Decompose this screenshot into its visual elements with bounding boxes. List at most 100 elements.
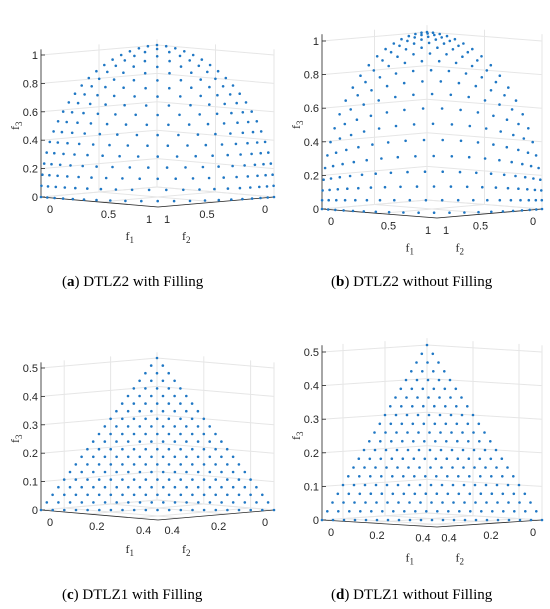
data-point xyxy=(179,65,183,68)
data-point xyxy=(132,508,136,512)
data-point xyxy=(424,475,427,478)
z-tick-label: 0.5 xyxy=(23,363,38,375)
data-point xyxy=(320,207,324,211)
y-axis-label: f2 xyxy=(456,241,465,257)
data-point xyxy=(124,199,127,203)
data-point xyxy=(51,493,54,497)
data-point xyxy=(108,143,111,147)
data-point xyxy=(80,485,83,489)
data-point xyxy=(517,122,520,126)
data-point xyxy=(185,455,188,459)
data-point xyxy=(68,470,72,474)
data-point xyxy=(342,209,345,212)
data-point xyxy=(451,466,454,469)
data-point xyxy=(414,155,417,158)
data-point xyxy=(378,76,382,79)
data-point xyxy=(420,38,423,41)
data-point xyxy=(56,174,59,178)
data-point xyxy=(58,163,62,167)
data-point xyxy=(475,171,478,175)
data-point xyxy=(262,162,265,166)
data-point xyxy=(54,185,58,189)
data-point xyxy=(444,405,447,408)
data-point xyxy=(460,413,464,417)
data-point xyxy=(92,501,95,504)
data-point xyxy=(335,198,338,202)
data-point xyxy=(352,160,356,164)
data-point xyxy=(389,50,393,54)
data-point xyxy=(164,44,168,48)
data-point xyxy=(523,492,527,496)
data-point xyxy=(246,175,250,178)
data-point xyxy=(455,422,459,426)
data-point xyxy=(208,485,212,489)
data-point xyxy=(408,501,411,504)
data-point xyxy=(109,199,112,202)
data-point xyxy=(390,440,393,443)
data-point xyxy=(197,501,200,504)
data-point xyxy=(202,463,206,466)
data-point xyxy=(512,492,516,496)
data-point xyxy=(412,440,415,443)
data-point xyxy=(249,493,252,497)
data-point xyxy=(496,501,499,504)
data-point xyxy=(111,58,114,61)
data-point xyxy=(507,518,511,522)
data-point xyxy=(109,447,112,451)
data-point xyxy=(450,123,454,126)
data-point xyxy=(463,501,466,504)
data-point xyxy=(480,510,483,513)
data-point xyxy=(337,510,340,513)
data-point xyxy=(156,478,159,481)
data-point xyxy=(326,154,329,157)
data-point xyxy=(527,127,530,130)
data-point xyxy=(149,364,153,367)
data-point xyxy=(167,387,171,390)
data-point xyxy=(492,143,495,146)
data-point xyxy=(490,475,493,478)
z-tick-label: 0.8 xyxy=(23,78,38,90)
data-point xyxy=(479,475,482,478)
data-point xyxy=(53,196,56,200)
data-point xyxy=(150,485,153,489)
data-point xyxy=(384,47,387,51)
data-point xyxy=(162,485,165,489)
data-point xyxy=(86,153,89,157)
data-point xyxy=(490,210,493,214)
data-point xyxy=(373,448,377,452)
data-point xyxy=(416,413,420,417)
data-point xyxy=(454,61,458,65)
data-point xyxy=(473,466,476,469)
data-point xyxy=(112,78,116,81)
data-point xyxy=(122,71,125,74)
data-point xyxy=(179,493,183,497)
data-point xyxy=(498,198,502,202)
data-point xyxy=(531,140,534,144)
data-point xyxy=(514,174,517,178)
data-point xyxy=(234,142,238,146)
data-point xyxy=(517,483,521,487)
data-point xyxy=(167,463,171,466)
data-point xyxy=(537,166,540,170)
data-point xyxy=(194,154,197,158)
data-point xyxy=(109,432,112,436)
data-point xyxy=(539,178,542,181)
data-point xyxy=(272,195,276,199)
data-point xyxy=(173,379,176,383)
data-point xyxy=(436,46,439,49)
data-point xyxy=(229,132,232,135)
data-point xyxy=(351,209,355,213)
data-point xyxy=(345,148,348,152)
data-point xyxy=(453,37,457,41)
data-point xyxy=(266,196,270,199)
data-point xyxy=(343,122,347,126)
y-tick-label: 0.2 xyxy=(211,521,226,533)
grid-lines xyxy=(40,39,275,208)
data-point xyxy=(399,387,403,391)
data-point xyxy=(231,501,235,504)
data-point xyxy=(527,198,531,202)
data-point xyxy=(461,431,464,434)
data-point xyxy=(188,59,191,62)
data-point xyxy=(336,492,340,496)
y-tick-label: 0 xyxy=(530,527,536,539)
